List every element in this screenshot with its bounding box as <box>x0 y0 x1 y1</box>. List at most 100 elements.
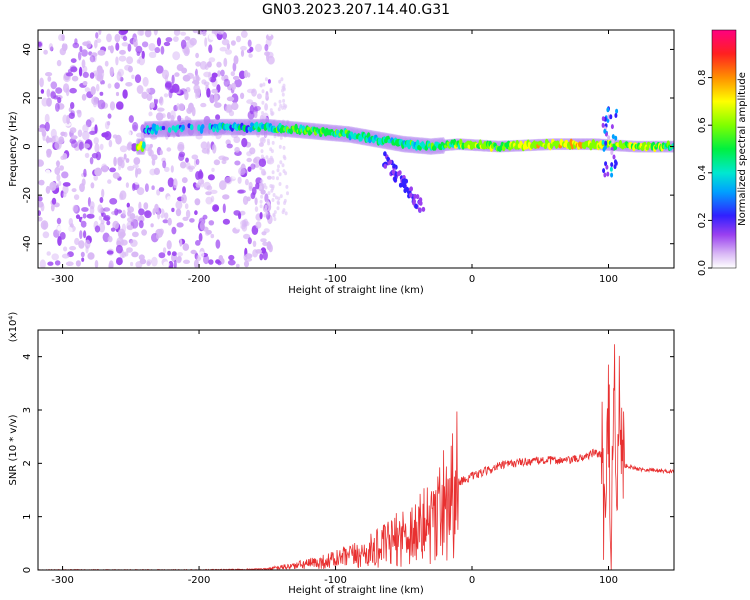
heatmap-noise-cell <box>94 167 102 177</box>
heatmap-noise-cell <box>211 88 218 94</box>
heatmap-noise-cell <box>194 198 201 206</box>
heatmap-noise-cell <box>65 261 74 267</box>
heatmap-noise-cell <box>234 146 240 153</box>
heatmap-noise-cell <box>217 70 221 77</box>
spectrogram-heatmap <box>38 30 674 268</box>
heatmap-noise-cell <box>55 73 62 78</box>
heatmap-noise-cell <box>50 91 57 99</box>
heatmap-noise-cell <box>206 88 211 98</box>
heatmap-noise-cell <box>107 121 111 126</box>
heatmap-noise-cell <box>54 260 61 266</box>
heatmap-noise-cell <box>279 135 283 140</box>
heatmap-noise-cell <box>185 209 191 219</box>
spectrogram-y-tick-label: 40 <box>22 43 33 56</box>
heatmap-noise-cell <box>200 102 207 108</box>
heatmap-noise-cell <box>81 93 87 101</box>
heatmap-noise-cell <box>100 84 106 89</box>
heatmap-branch-cell <box>383 163 388 169</box>
colorbar: 0.0 0.2 0.4 0.6 0.8 Normalized spectral ampl… <box>697 29 748 276</box>
heatmap-noise-cell <box>222 218 230 225</box>
heatmap-branch-cell <box>391 169 396 175</box>
heatmap-noise-cell <box>46 135 50 144</box>
heatmap-noise-cell <box>215 239 221 249</box>
heatmap-noise-cell <box>246 157 252 163</box>
heatmap-noise-cell <box>146 93 153 101</box>
heatmap-noise-cell <box>267 191 271 196</box>
heatmap-noise-cell <box>280 77 284 82</box>
heatmap-noise-cell <box>61 42 68 52</box>
heatmap-noise-cell <box>150 135 158 140</box>
heatmap-noise-cell <box>255 249 263 254</box>
heatmap-noise-cell <box>208 71 212 82</box>
heatmap-noise-cell <box>286 191 289 196</box>
heatmap-noise-cell <box>215 211 221 220</box>
heatmap-noise-cell <box>171 74 175 85</box>
heatmap-noise-cell <box>104 131 112 141</box>
heatmap-spike-cell <box>603 128 607 134</box>
spectrogram-x-tick-label: -100 <box>324 274 347 285</box>
snr-x-tick-label: -300 <box>51 575 74 586</box>
heatmap-noise-cell <box>282 145 286 150</box>
heatmap-noise-cell <box>190 249 197 255</box>
heatmap-noise-cell <box>181 194 187 204</box>
heatmap-noise-cell <box>271 170 275 175</box>
heatmap-noise-cell <box>119 190 127 200</box>
heatmap-noise-cell <box>79 183 85 193</box>
heatmap-ridge-cell <box>142 141 146 149</box>
heatmap-noise-cell <box>102 216 110 221</box>
heatmap-noise-cell <box>38 179 45 186</box>
figure-title: GN03.2023.207.14.40.G31 <box>262 2 450 18</box>
heatmap-noise-cell <box>39 77 44 88</box>
heatmap-noise-cell <box>244 253 253 259</box>
heatmap-noise-cell <box>115 91 120 97</box>
heatmap-noise-cell <box>191 154 199 160</box>
heatmap-ridge-cell <box>167 127 172 133</box>
heatmap-noise-cell <box>56 217 62 225</box>
heatmap-noise-cell <box>136 59 141 64</box>
heatmap-noise-cell <box>179 238 183 247</box>
heatmap-noise-cell <box>196 30 203 35</box>
heatmap-noise-cell <box>201 79 207 85</box>
heatmap-noise-cell <box>279 160 283 165</box>
heatmap-noise-cell <box>219 46 228 52</box>
heatmap-noise-cell <box>252 186 257 196</box>
heatmap-noise-cell <box>94 124 98 134</box>
heatmap-spike-cell <box>606 171 610 177</box>
heatmap-noise-cell <box>163 41 171 47</box>
heatmap-noise-cell <box>138 220 144 229</box>
spectrogram-x-label: Height of straight line (km) <box>288 285 424 296</box>
heatmap-ridge-halo <box>183 119 188 137</box>
heatmap-noise-cell <box>185 49 190 55</box>
heatmap-noise-cell <box>210 233 215 239</box>
heatmap-noise-cell <box>62 192 67 198</box>
heatmap-noise-cell <box>74 237 80 246</box>
heatmap-noise-cell <box>183 259 190 264</box>
heatmap-noise-cell <box>131 183 136 192</box>
heatmap-branch-cell <box>403 188 408 194</box>
heatmap-noise-cell <box>143 66 150 71</box>
heatmap-noise-cell <box>272 213 276 218</box>
snr-panel: -300 -200 -100 0 100 0 1 2 3 4 Height of straigh… <box>8 312 675 596</box>
heatmap-noise-cell <box>171 226 177 235</box>
heatmap-noise-cell <box>126 247 133 253</box>
heatmap-noise-cell <box>274 195 278 200</box>
heatmap-ridge-cell <box>200 124 205 130</box>
heatmap-noise-cell <box>269 184 273 188</box>
heatmap-noise-cell <box>260 194 264 199</box>
heatmap-noise-cell <box>149 149 154 157</box>
heatmap-noise-cell <box>112 172 120 179</box>
heatmap-noise-cell <box>162 247 167 254</box>
heatmap-ridge-halo <box>203 119 208 136</box>
heatmap-noise-cell <box>235 263 240 268</box>
heatmap-noise-cell <box>131 74 135 80</box>
heatmap-noise-cell <box>109 101 116 111</box>
heatmap-noise-cell <box>71 188 77 193</box>
heatmap-noise-cell <box>247 237 252 245</box>
spectrogram-frame <box>37 29 675 269</box>
heatmap-noise-cell <box>258 142 264 147</box>
heatmap-noise-cell <box>131 251 139 258</box>
heatmap-noise-cell <box>167 217 172 226</box>
heatmap-noise-cell <box>91 152 99 159</box>
heatmap-noise-cell <box>278 99 282 104</box>
heatmap-noise-cell <box>60 131 66 137</box>
